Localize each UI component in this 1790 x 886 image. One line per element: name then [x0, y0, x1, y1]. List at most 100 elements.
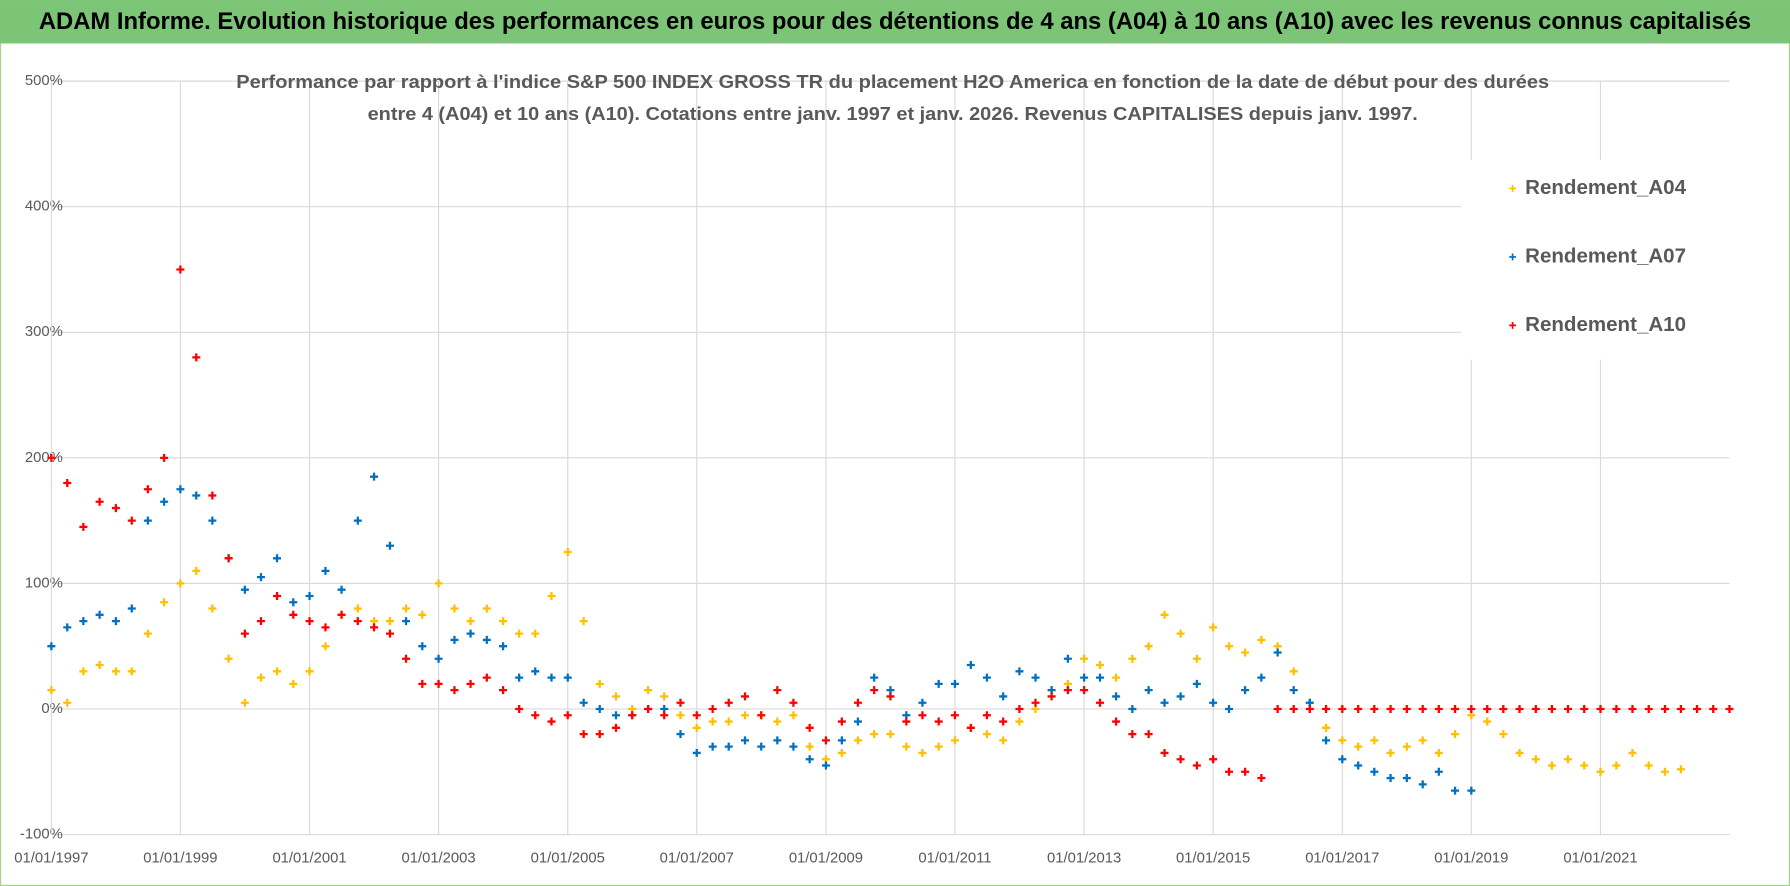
data-point	[450, 604, 459, 613]
data-point	[273, 591, 282, 600]
data-point	[692, 748, 701, 757]
data-point	[982, 730, 991, 739]
data-point	[143, 516, 152, 525]
data-point	[1241, 686, 1250, 695]
data-point	[902, 742, 911, 751]
data-point	[660, 711, 669, 720]
data-point	[482, 673, 491, 682]
data-point	[595, 679, 604, 688]
data-point	[1128, 654, 1137, 663]
data-point	[547, 717, 556, 726]
data-point	[1305, 704, 1314, 713]
x-tick-label: 01/01/2021	[1563, 850, 1637, 866]
legend-marker	[1509, 185, 1517, 192]
data-point	[176, 265, 185, 274]
data-point	[143, 485, 152, 494]
data-point	[337, 585, 346, 594]
data-point	[1709, 704, 1718, 713]
data-point	[353, 604, 362, 613]
chart-subtitle: entre 4 (A04) et 10 ans (A10). Cotations…	[368, 103, 1418, 124]
data-point	[434, 654, 443, 663]
data-point	[273, 554, 282, 563]
data-point	[1354, 761, 1363, 770]
data-point	[934, 717, 943, 726]
data-point	[950, 679, 959, 688]
data-point	[853, 698, 862, 707]
data-point	[1676, 704, 1685, 713]
grid: -100% 0% 100% 200% 300% 400% 500% 01/01/1997 01/…	[14, 73, 1730, 866]
data-point	[1096, 698, 1105, 707]
y-tick-label: 400%	[25, 199, 63, 215]
data-point	[789, 698, 798, 707]
y-tick-label: 300%	[25, 324, 63, 340]
data-point	[176, 485, 185, 494]
data-point	[111, 504, 120, 513]
data-point	[886, 692, 895, 701]
data-point	[1354, 742, 1363, 751]
data-point	[870, 673, 879, 682]
data-point	[1370, 704, 1379, 713]
data-point	[1386, 774, 1395, 783]
data-point	[1467, 704, 1476, 713]
data-point	[579, 730, 588, 739]
data-point	[1596, 704, 1605, 713]
data-point	[1531, 755, 1540, 764]
data-point	[531, 667, 540, 676]
x-tick-label: 01/01/2003	[401, 850, 475, 866]
chart-subtitle: Performance par rapport à l'indice S&P 5…	[236, 71, 1549, 92]
data-point	[1289, 704, 1298, 713]
data-point	[1661, 704, 1669, 713]
data-point	[1531, 704, 1540, 713]
y-tick-label: 100%	[25, 575, 63, 591]
data-point	[466, 617, 475, 626]
data-point	[918, 698, 927, 707]
data-point	[1241, 648, 1250, 657]
data-point	[192, 566, 201, 575]
y-tick-label: 200%	[25, 450, 63, 466]
data-point	[837, 736, 846, 745]
data-point	[111, 667, 120, 676]
data-point	[1096, 673, 1105, 682]
data-point	[611, 711, 620, 720]
data-point	[1418, 736, 1427, 745]
data-point	[370, 472, 379, 481]
data-point	[1338, 736, 1347, 745]
data-point	[418, 642, 427, 651]
x-tick-label: 01/01/2009	[789, 850, 863, 866]
data-point	[982, 673, 991, 682]
data-point	[740, 692, 749, 701]
data-point	[1289, 667, 1298, 676]
data-point	[1547, 761, 1556, 770]
data-point	[321, 642, 330, 651]
data-point	[853, 717, 862, 726]
data-point	[160, 497, 169, 506]
x-tick-label: 01/01/1999	[143, 850, 217, 866]
data-point	[1031, 673, 1040, 682]
data-point	[1434, 767, 1443, 776]
title-banner	[0, 0, 1790, 44]
data-point	[1434, 748, 1443, 757]
data-point	[773, 686, 782, 695]
data-point	[321, 566, 330, 575]
data-point	[305, 617, 314, 626]
data-point	[1499, 704, 1508, 713]
data-point	[1241, 767, 1250, 776]
data-point	[1209, 755, 1218, 764]
data-point	[1692, 704, 1701, 713]
data-point	[482, 604, 491, 613]
legend-marker	[1509, 253, 1517, 261]
data-point	[966, 723, 975, 732]
data-point	[1289, 686, 1298, 695]
data-point	[1015, 717, 1024, 726]
data-point	[692, 711, 701, 720]
data-point	[918, 711, 927, 720]
data-point	[547, 591, 556, 600]
data-point	[628, 711, 637, 720]
data-point	[966, 661, 975, 670]
data-point	[1338, 755, 1347, 764]
legend-label: Rendement_A07	[1525, 244, 1686, 267]
data-point	[1451, 730, 1460, 739]
data-point	[1128, 730, 1137, 739]
data-point	[47, 686, 56, 695]
data-point	[805, 755, 814, 764]
